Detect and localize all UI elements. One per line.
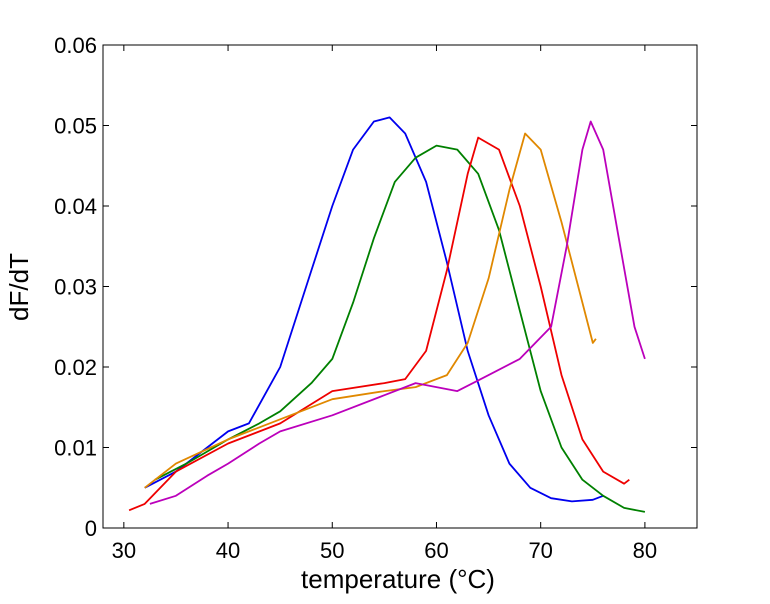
data-line [144, 116, 604, 503]
y-tick-label: 0 [85, 516, 97, 541]
y-tick-label: 0.06 [54, 33, 97, 58]
y-tick-label: 0.05 [54, 114, 97, 139]
x-tick-label: 30 [112, 538, 136, 563]
x-tick-label: 50 [320, 538, 344, 563]
x-axis-label: temperature (°C) [301, 564, 495, 594]
data-line [154, 144, 646, 513]
x-tick-label: 40 [216, 538, 240, 563]
y-tick-label: 0.04 [54, 194, 97, 219]
data-line [149, 120, 646, 505]
y-tick-label: 0.03 [54, 275, 97, 300]
x-tick-label: 70 [528, 538, 552, 563]
y-axis-label: dF/dT [4, 253, 34, 321]
data-line [128, 136, 630, 512]
x-tick-label: 60 [424, 538, 448, 563]
data-line [144, 132, 597, 489]
y-tick-label: 0.02 [54, 355, 97, 380]
x-tick-label: 80 [633, 538, 657, 563]
y-tick-label: 0.01 [54, 436, 97, 461]
